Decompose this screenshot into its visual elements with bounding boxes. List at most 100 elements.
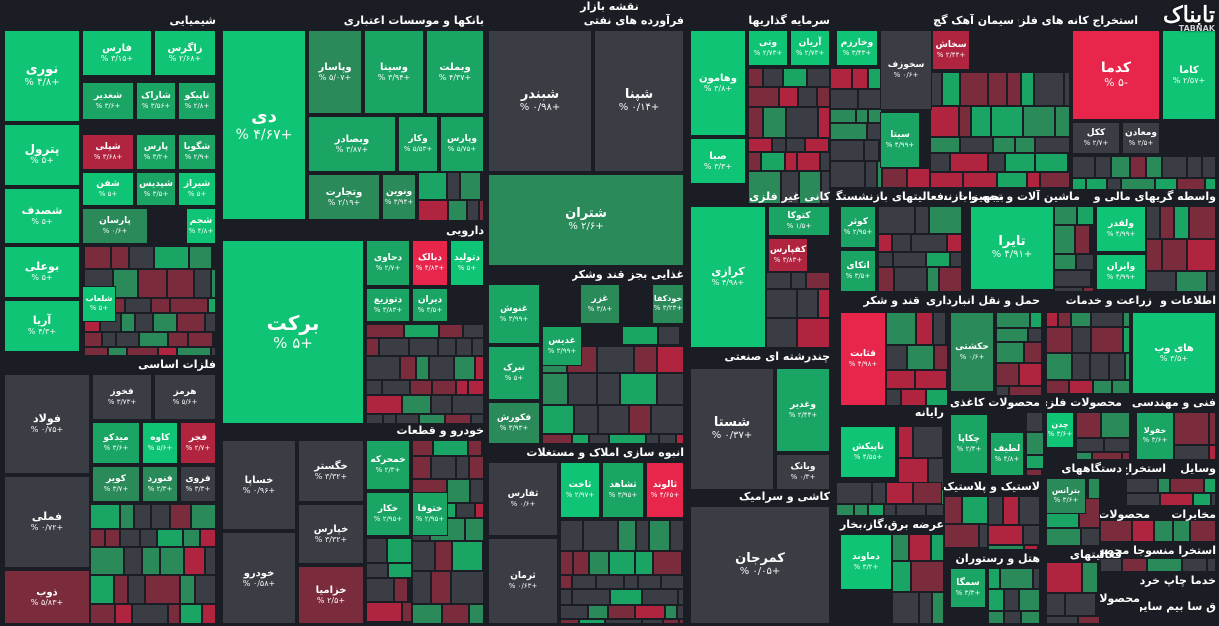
stock-tile[interactable]: ثشاهد +۳/۹۵ %	[602, 462, 644, 518]
stock-tile[interactable]: فنورد +۲/۳ %	[142, 466, 178, 502]
stock-tile[interactable]: وبصادر +۳/۸۷ %	[308, 116, 396, 172]
stock-tile[interactable]: وتجارت +۲/۱۹ %	[308, 174, 380, 220]
stock-tile[interactable]: ثفارس +۰/۶ %	[488, 462, 558, 536]
stock-tile[interactable]: ثالوند +۴/۶۵ %	[646, 462, 684, 518]
stock-tile[interactable]: شلعاب +۵ %	[82, 286, 116, 322]
stock-tile[interactable]: آریان +۲/۷۳ %	[790, 30, 830, 66]
stock-tile[interactable]: وسینا +۳/۹۴ %	[364, 30, 424, 114]
stock-tile[interactable]: ختوقا +۲/۹۵ %	[412, 492, 448, 536]
stock-tile[interactable]: تبرک +۵ %	[488, 346, 540, 400]
stock-tile[interactable]: غزر +۳/۸ %	[580, 284, 620, 324]
stock-tile[interactable]: کاوه +۵/۶ %	[142, 422, 178, 464]
stock-tile[interactable]: ککل +۲/۷ %	[1072, 122, 1120, 154]
stock-tile[interactable]: وکار +۵/۵۳ %	[398, 116, 438, 172]
stock-tile[interactable]: غدیس +۳/۹۹ %	[542, 326, 582, 366]
stock-tile[interactable]: ونوین +۳/۹۴ %	[382, 174, 416, 220]
stock-tile[interactable]: صبا +۳/۳ %	[690, 138, 746, 184]
stock-tile[interactable]: خودکفا +۳/۲۳ %	[652, 284, 684, 324]
stock-tile[interactable]: وایران +۴/۹۹ %	[1096, 254, 1146, 290]
stock-tile[interactable]: دتولید +۵ %	[450, 240, 484, 286]
stock-tile[interactable]: پارسان +۰/۶ %	[82, 208, 148, 244]
stock-tile[interactable]: خمحرکه +۲/۳ %	[366, 440, 410, 490]
stock-tile[interactable]: نوری +۴/۸ %	[4, 30, 80, 122]
stock-tile[interactable]: اتکای +۳/۵ %	[840, 250, 876, 292]
stock-tile[interactable]: بوعلی +۵ %	[4, 246, 80, 298]
stock-tile[interactable]: سیتا +۴/۹۹ %	[880, 112, 920, 168]
stock-tile[interactable]: شپلی +۳/۶۸ %	[82, 134, 134, 170]
stock-tile[interactable]: کمرجان +۰/۰۵ %	[690, 506, 830, 624]
stock-tile[interactable]: کاما +۲/۵۷ %	[1162, 30, 1216, 120]
stock-tile[interactable]: خکار +۲/۹۵ %	[366, 492, 410, 536]
stock-tile[interactable]: وهامون +۳/۸ %	[690, 30, 746, 136]
stock-tile[interactable]: کتوکا +۱/۵ %	[768, 206, 830, 236]
stock-tile[interactable]: زاگرس +۲/۶۸ %	[154, 30, 216, 76]
stock-tile[interactable]: خپارس +۳/۳۲ %	[298, 504, 364, 564]
stock-tile[interactable]: فکورش +۳/۹۳ %	[488, 402, 540, 444]
stock-tile[interactable]: شستا +۰/۳۷ %	[690, 368, 774, 490]
stock-tile[interactable]: شغدیر +۳/۶ %	[82, 82, 134, 120]
stock-tile[interactable]: فجر +۲/۷ %	[180, 422, 216, 464]
stock-tile[interactable]: دبالک +۴/۸۳ %	[412, 240, 448, 286]
stock-tile[interactable]: های وب +۳/۵ %	[1132, 312, 1216, 394]
stock-tile[interactable]: شاراک +۳/۵۶ %	[136, 82, 176, 120]
stock-tile[interactable]: لطیف +۴/۸ %	[990, 432, 1024, 476]
stock-tile[interactable]: شبندر +۰/۹۸ %	[488, 30, 592, 172]
stock-tile[interactable]: برکت +۵ %	[222, 240, 364, 424]
stock-tile[interactable]: پارس +۳/۲ %	[136, 134, 176, 170]
stock-tile[interactable]: فخوز +۳/۷۳ %	[92, 374, 152, 420]
stock-tile[interactable]: وپارس +۵/۷۵ %	[440, 116, 484, 172]
stock-tile[interactable]: حکشتی +۰/۶ %	[950, 312, 994, 392]
stock-tile[interactable]: آریا +۴/۳ %	[4, 300, 80, 352]
stock-tile[interactable]: وخارزم +۳/۴۳ %	[836, 30, 878, 66]
stock-tile[interactable]: ثاخت +۲/۹۷ %	[560, 462, 600, 518]
stock-tile[interactable]: فملی +۰/۷۲ %	[4, 476, 90, 568]
stock-tile[interactable]: سخوزف +۰/۶ %	[880, 30, 932, 110]
stock-tile[interactable]: دی +۴/۶۷ %	[222, 30, 306, 220]
stock-tile[interactable]: شتران +۲/۶ %	[488, 174, 684, 266]
stock-tile[interactable]: دتوزیع +۳/۸۳ %	[366, 288, 410, 322]
stock-tile[interactable]: ولقدر +۴/۹۹ %	[1096, 206, 1146, 252]
stock-tile[interactable]: میدکو +۳/۶ %	[92, 422, 140, 464]
stock-tile[interactable]: ثرمان +۰/۶۳ %	[488, 538, 558, 624]
stock-tile[interactable]: تاپیکش +۴/۵۵ %	[840, 426, 896, 478]
stock-tile[interactable]: شفن +۵ %	[82, 172, 134, 206]
stock-tile[interactable]: ومعادن +۲/۵ %	[1122, 122, 1160, 154]
stock-tile[interactable]: شجم +۴/۸ %	[186, 208, 216, 244]
stock-tile[interactable]: خودرو +۰/۵۸ %	[222, 532, 296, 624]
stock-tile[interactable]: هرمز +۵/۶ %	[154, 374, 216, 420]
stock-tile[interactable]: شصدف +۵ %	[4, 188, 80, 244]
stock-tile[interactable]: دحاوی +۲/۷ %	[366, 240, 410, 286]
stock-tile[interactable]: خزامیا +۲/۵ %	[298, 566, 364, 624]
stock-tile[interactable]: چکاپا +۲/۴ %	[950, 414, 988, 474]
stock-tile[interactable]: قثابت +۴/۹۸ %	[840, 312, 886, 406]
stock-tile[interactable]: کوثر +۲/۹۵ %	[840, 206, 876, 248]
stock-tile[interactable]: وغدیر +۲/۴۴ %	[776, 368, 830, 452]
stock-tile[interactable]: چدن +۳/۶ %	[1046, 412, 1074, 448]
stock-tile[interactable]: دیران +۳/۵ %	[412, 288, 448, 322]
stock-tile[interactable]: کویر +۳/۷ %	[92, 466, 140, 502]
stock-tile[interactable]: کدما -۵ %	[1072, 30, 1160, 120]
stock-tile[interactable]: وپاسار +۵/۰۷ %	[308, 30, 362, 114]
stock-tile[interactable]: فارس +۳/۱۵ %	[82, 30, 152, 76]
stock-tile[interactable]: شگویا +۲/۹ %	[178, 134, 216, 170]
stock-tile[interactable]: تاپیکو +۲/۸ %	[178, 82, 216, 120]
stock-tile[interactable]: وبملت +۴/۳۷ %	[426, 30, 484, 114]
stock-tile[interactable]: فولاد +۰/۷۵ %	[4, 374, 90, 474]
stock-tile[interactable]: وتی +۲/۷۳ %	[748, 30, 788, 66]
stock-tile[interactable]: شپدیس +۳/۵ %	[136, 172, 176, 206]
stock-tile[interactable]: فروی +۳/۳ %	[180, 466, 216, 502]
stock-tile[interactable]: خساپا +۰/۹۶ %	[222, 440, 296, 530]
stock-tile[interactable]: سخاش +۲/۴۴ %	[932, 30, 970, 70]
stock-tile[interactable]: شیراز +۵ %	[178, 172, 216, 206]
stock-tile[interactable]: دماوند +۳/۲ %	[840, 534, 892, 590]
stock-tile[interactable]: وبانک +۰/۳ %	[776, 454, 830, 490]
stock-tile[interactable]: کفپارس +۳/۸۳ %	[768, 238, 808, 272]
stock-tile[interactable]: بترانس +۳/۶ %	[1046, 478, 1086, 514]
stock-tile[interactable]: پترول +۵ %	[4, 124, 80, 186]
stock-tile[interactable]: تایرا +۴/۹۱ %	[970, 206, 1054, 290]
stock-tile[interactable]: ذوب +۵/۸۳ %	[4, 570, 90, 624]
stock-tile[interactable]: خگستر +۳/۳۲ %	[298, 440, 364, 502]
stock-tile[interactable]: شپنا +۰/۱۴ %	[594, 30, 684, 172]
stock-tile[interactable]: سمگا +۳/۳ %	[950, 568, 986, 608]
stock-tile[interactable]: غنوش +۳/۹۹ %	[488, 284, 540, 344]
